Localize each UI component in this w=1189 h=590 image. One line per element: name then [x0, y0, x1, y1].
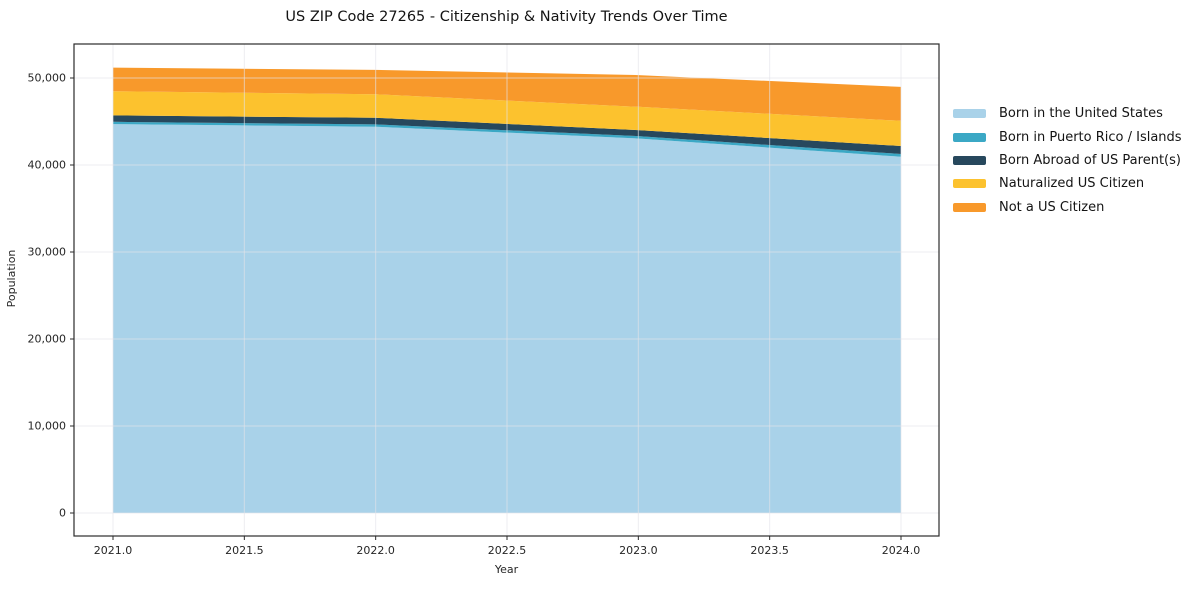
y-axis-label: Population [5, 250, 18, 308]
legend-label: Born in the United States [999, 106, 1163, 122]
legend: Born in the United States Born in Puerto … [953, 102, 1182, 219]
x-tick-label: 2021.5 [225, 544, 264, 557]
y-tick-label: 10,000 [28, 420, 67, 433]
legend-item-not-a-us-citizen: Not a US Citizen [953, 196, 1182, 219]
x-tick-label: 2023.0 [619, 544, 658, 557]
y-tick-label: 40,000 [28, 159, 67, 172]
x-tick-label: 2024.0 [882, 544, 921, 557]
legend-item-naturalized-us-citizen: Naturalized US Citizen [953, 172, 1182, 195]
x-tick-label: 2021.0 [94, 544, 133, 557]
y-tick-label: 0 [59, 507, 66, 520]
legend-swatch [953, 155, 986, 165]
legend-label: Naturalized US Citizen [999, 176, 1145, 192]
legend-swatch [953, 109, 986, 119]
x-axis-label: Year [494, 563, 519, 576]
legend-label: Born Abroad of US Parent(s) [999, 152, 1181, 168]
chart-title: US ZIP Code 27265 - Citizenship & Nativi… [285, 9, 728, 25]
area-series-born-abroad-of-us-parent-s [113, 115, 901, 154]
y-tick-label: 20,000 [28, 333, 67, 346]
legend-item-born-abroad-of-us-parent-s: Born Abroad of US Parent(s) [953, 149, 1182, 172]
legend-swatch [953, 202, 986, 212]
legend-swatch [953, 179, 986, 189]
x-tick-label: 2022.5 [488, 544, 527, 557]
legend-label: Born in Puerto Rico / Islands [999, 129, 1182, 145]
legend-item-born-in-the-united-states: Born in the United States [953, 102, 1182, 125]
legend-swatch [953, 132, 986, 142]
x-tick-label: 2022.0 [356, 544, 395, 557]
x-tick-label: 2023.5 [750, 544, 789, 557]
y-tick-label: 50,000 [28, 72, 67, 85]
legend-label: Not a US Citizen [999, 199, 1105, 215]
y-tick-label: 30,000 [28, 246, 67, 259]
legend-item-born-in-puerto-rico-islands: Born in Puerto Rico / Islands [953, 125, 1182, 148]
